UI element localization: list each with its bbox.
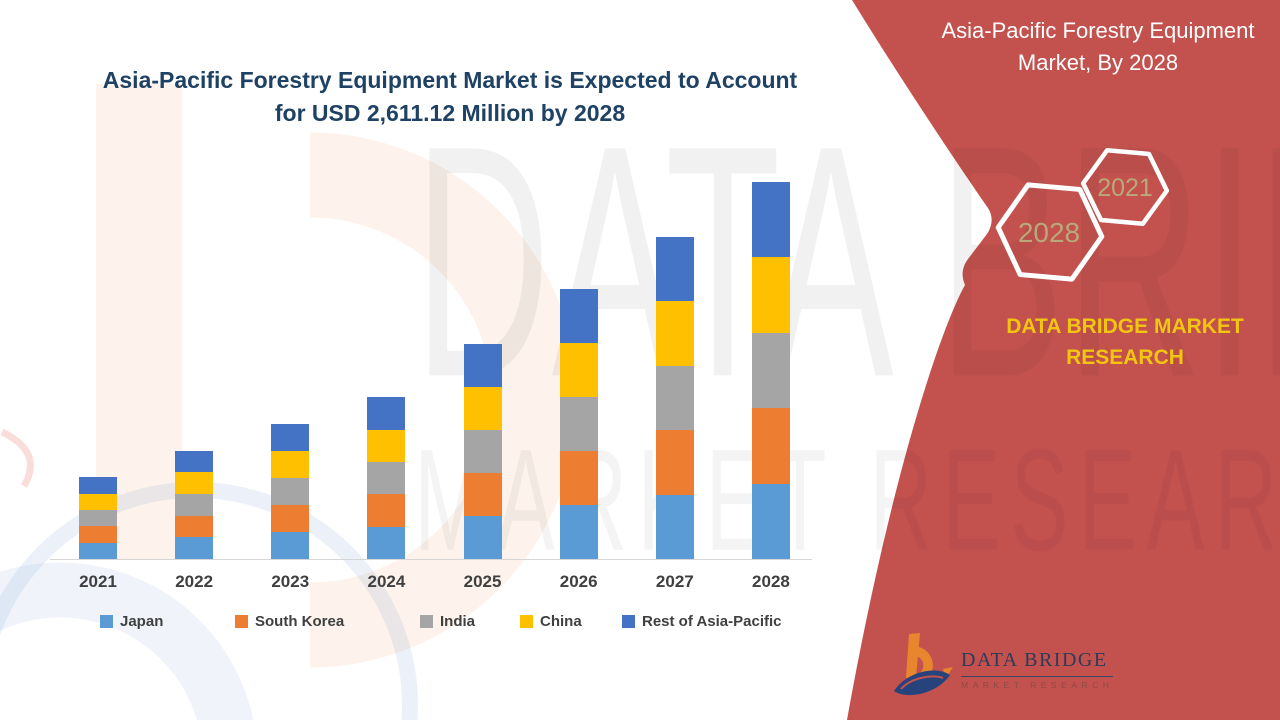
logo-text: DATA BRIDGE MARKET RESEARCH [961, 633, 1114, 690]
logo-tagline: MARKET RESEARCH [961, 680, 1114, 690]
bar-segment-china-2021 [79, 493, 117, 510]
chart-title-line1: Asia-Pacific Forestry Equipment Market i… [102, 67, 798, 93]
bar-segment-india-2022 [175, 494, 214, 516]
brand-text: DATA BRIDGE MARKET RESEARCH [985, 311, 1265, 373]
chart-title: Asia-Pacific Forestry Equipment Market i… [55, 64, 845, 130]
x-axis-label-2023: 2023 [271, 572, 310, 591]
x-axis-label-2028: 2028 [752, 572, 790, 591]
bar-segment-china-2026 [559, 343, 598, 397]
legend-item-south-korea: South Korea [235, 613, 344, 630]
bar-segment-japan-2022 [175, 537, 214, 559]
bar-segment-china-2028 [752, 257, 790, 333]
bar-segment-south-korea-2022 [175, 515, 214, 538]
brand-text-line1: DATA BRIDGE MARKET [1006, 315, 1244, 338]
bar-segment-rest-of-asia-pacific-2021 [79, 477, 117, 494]
x-axis-label-2025: 2025 [463, 572, 502, 591]
legend-swatch-rest-of-asia-pacific [622, 615, 635, 628]
bar-segment-japan-2026 [559, 505, 598, 559]
bar-segment-rest-of-asia-pacific-2027 [655, 237, 694, 302]
bar-segment-japan-2028 [752, 483, 790, 559]
bar-segment-japan-2023 [271, 532, 310, 559]
bar-segment-japan-2027 [655, 494, 694, 559]
bar-segment-japan-2021 [79, 542, 117, 559]
legend-label-india: India [440, 613, 476, 630]
chart-legend: Japan South Korea India China Rest of Asia-P… [0, 613, 845, 639]
legend-swatch-india [420, 615, 433, 628]
bar-segment-rest-of-asia-pacific-2024 [367, 397, 406, 430]
panel-title: Asia-Pacific Forestry Equipment Market, … [928, 15, 1268, 79]
legend-label-rest-of-asia-pacific: Rest of Asia-Pacific [642, 613, 782, 630]
chart-title-line2: for USD 2,611.12 Million by 2028 [274, 100, 626, 126]
bar-segment-south-korea-2027 [655, 430, 694, 495]
legend-item-japan: Japan [100, 613, 163, 630]
x-axis-label-2024: 2024 [367, 572, 406, 591]
bar-segment-china-2022 [175, 472, 214, 495]
bar-segment-india-2023 [271, 478, 310, 505]
bar-segment-china-2027 [655, 301, 694, 366]
logo-name: DATA BRIDGE [961, 649, 1114, 677]
bar-segment-rest-of-asia-pacific-2022 [175, 450, 214, 473]
bar-segment-japan-2024 [367, 526, 406, 559]
bar-segment-south-korea-2023 [271, 505, 310, 532]
data-bridge-logo: DATA BRIDGE MARKET RESEARCH [893, 633, 1123, 699]
legend-item-rest-of-asia-pacific: Rest of Asia-Pacific [622, 613, 782, 630]
x-axis-label-2021: 2021 [79, 572, 117, 591]
bar-segment-rest-of-asia-pacific-2026 [559, 289, 598, 343]
bar-segment-india-2027 [655, 365, 694, 431]
bar-segment-south-korea-2025 [463, 472, 502, 516]
legend-item-india: India [420, 613, 475, 630]
legend-swatch-japan [100, 615, 113, 628]
bar-segment-south-korea-2021 [79, 526, 117, 543]
legend-swatch-china [520, 615, 533, 628]
x-axis-label-2027: 2027 [655, 572, 694, 591]
bar-segment-india-2026 [559, 397, 598, 451]
bar-segment-india-2025 [463, 429, 502, 473]
bar-segment-china-2024 [367, 429, 406, 462]
x-axis-label-2026: 2026 [559, 572, 598, 591]
bar-segment-rest-of-asia-pacific-2028 [752, 182, 790, 258]
bar-segment-rest-of-asia-pacific-2025 [463, 343, 502, 387]
legend-label-japan: Japan [120, 613, 164, 630]
bar-segment-india-2028 [752, 332, 790, 409]
legend-label-china: China [540, 613, 582, 630]
legend-label-south-korea: South Korea [255, 613, 345, 630]
legend-swatch-south-korea [235, 615, 248, 628]
x-axis-label-2022: 2022 [175, 572, 214, 591]
bar-segment-india-2024 [367, 462, 406, 495]
brand-text-line2: RESEARCH [1066, 346, 1184, 369]
bar-segment-south-korea-2024 [367, 494, 406, 527]
legend-item-china: China [520, 613, 582, 630]
bar-segment-japan-2025 [463, 516, 502, 559]
bar-segment-china-2023 [271, 451, 310, 478]
bar-segment-south-korea-2028 [752, 408, 790, 484]
bar-segment-south-korea-2026 [559, 451, 598, 505]
bar-segment-rest-of-asia-pacific-2023 [271, 424, 310, 451]
panel-title-line1: Asia-Pacific Forestry Equipment [941, 18, 1255, 43]
bar-segment-china-2025 [463, 386, 502, 430]
panel-title-line2: Market, By 2028 [1017, 50, 1179, 75]
logo-b-mark-icon [894, 633, 953, 696]
bar-segment-india-2021 [79, 510, 117, 527]
x-axis-line [50, 559, 812, 560]
